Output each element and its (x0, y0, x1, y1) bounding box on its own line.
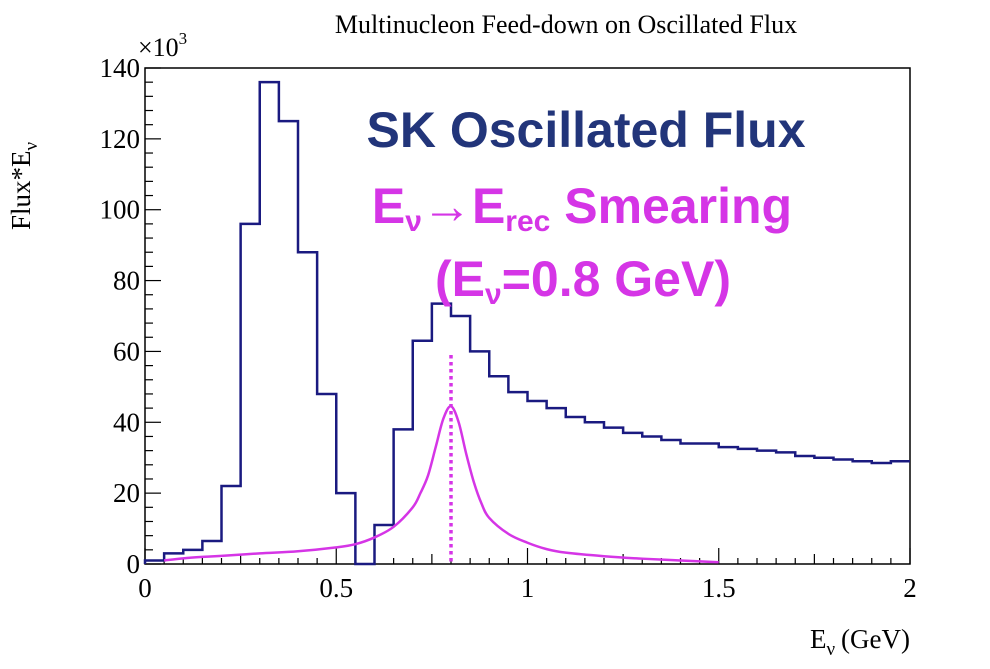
x-tick-label: 1.5 (702, 573, 736, 603)
y-tick-label: 60 (113, 336, 140, 366)
x-tick-label: 1 (521, 573, 535, 603)
series-sk-oscillated-flux (143, 80, 910, 566)
y-tick-label: 140 (100, 53, 141, 83)
y-tick-label: 0 (127, 549, 141, 579)
y-axis-label: Flux*Eν (6, 142, 42, 231)
y-tick-label: 40 (113, 407, 140, 437)
series-smearing-curve (163, 405, 719, 564)
y-tick-label: 20 (113, 478, 140, 508)
annotation-true-energy: (Eν=0.8 GeV) (435, 251, 731, 311)
annotation-sk-oscillated-flux: SK Oscillated Flux (366, 102, 805, 158)
annotation-smearing: Eν→Erec Smearing (372, 178, 792, 238)
chart-title: Multinucleon Feed-down on Oscillated Flu… (335, 10, 797, 39)
y-multiplier: ×103 (138, 29, 187, 62)
y-tick-label: 120 (100, 124, 141, 154)
x-tick-label: 0 (138, 573, 152, 603)
y-tick-label: 100 (100, 195, 141, 225)
x-tick-label: 0.5 (319, 573, 353, 603)
y-tick-label: 80 (113, 266, 140, 296)
x-tick-label: 2 (903, 573, 917, 603)
x-axis-label: Eν (GeV) (810, 624, 910, 660)
